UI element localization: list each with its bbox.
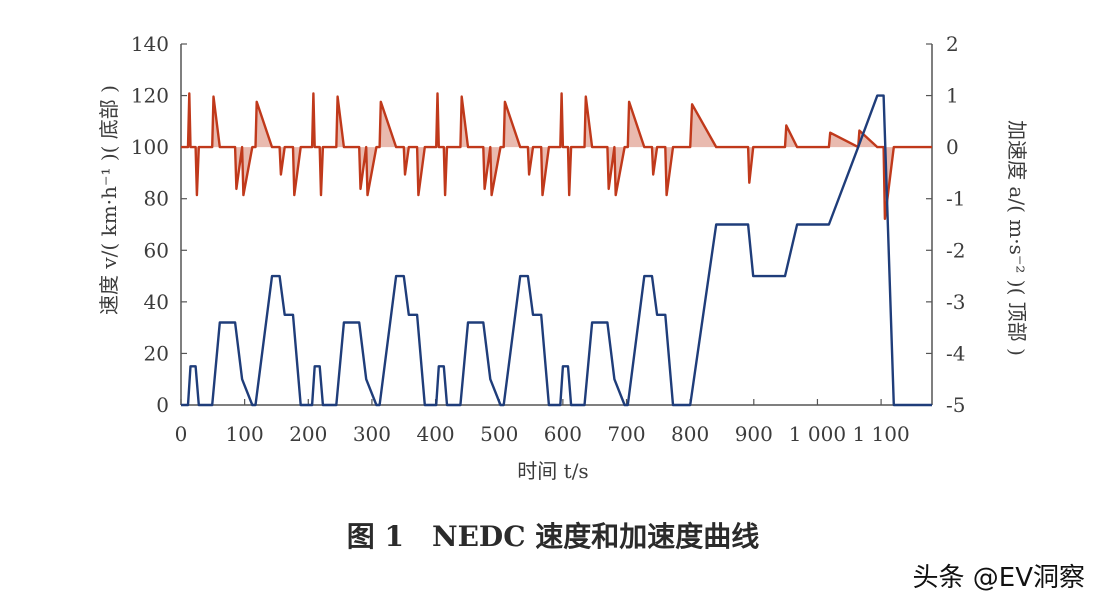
y-left-tick-label: 20 <box>144 341 169 365</box>
x-tick-label: 1 000 <box>789 422 846 446</box>
x-tick-label: 600 <box>544 422 582 446</box>
tick-labels: 0 100 200 300 400 500 600 700 800 900 1 000 1 10002… <box>131 32 966 446</box>
y-left-tick-label: 40 <box>144 290 169 314</box>
y-right-tick-label: -5 <box>946 393 965 417</box>
y-right-tick-label: 0 <box>946 135 959 159</box>
y-right-tick-label: -3 <box>946 290 965 314</box>
y-right-tick-label: 2 <box>946 32 959 56</box>
y-left-tick-label: 0 <box>156 393 169 417</box>
x-tick-label: 400 <box>416 422 454 446</box>
y-left-tick-label: 100 <box>131 135 169 159</box>
y-right-tick-label: -4 <box>946 341 965 365</box>
x-tick-label: 300 <box>353 422 391 446</box>
y-left-tick-label: 140 <box>131 32 169 56</box>
x-tick-label: 200 <box>289 422 327 446</box>
y-right-axis-label: 加速度 a/( m·s⁻² )( 顶部 ) <box>1005 120 1029 356</box>
speed-series-line <box>181 94 932 407</box>
x-tick-label: 1 100 <box>852 422 909 446</box>
y-right-tick-label: -2 <box>946 238 965 262</box>
x-tick-label: 100 <box>226 422 264 446</box>
y-right-tick-label: 1 <box>946 84 959 108</box>
y-left-axis-label: 速度 v/( km·h⁻¹ )( 底部 ) <box>97 85 121 315</box>
x-tick-label: 0 <box>175 422 188 446</box>
x-axis-label: 时间 t/s <box>517 459 588 483</box>
x-tick-label: 700 <box>607 422 645 446</box>
y-left-tick-label: 80 <box>144 187 169 211</box>
y-right-tick-label: -1 <box>946 187 965 211</box>
watermark-text: 头条 @EV洞察 <box>913 563 1085 593</box>
x-tick-label: 800 <box>671 422 709 446</box>
x-tick-label: 500 <box>480 422 518 446</box>
y-left-tick-label: 120 <box>131 84 169 108</box>
x-tick-label: 900 <box>735 422 773 446</box>
y-left-tick-label: 60 <box>144 238 169 262</box>
series <box>181 92 932 407</box>
acceleration-series-line <box>181 92 932 221</box>
figure-caption: 图 1 NEDC 速度和加速度曲线 <box>347 520 759 553</box>
